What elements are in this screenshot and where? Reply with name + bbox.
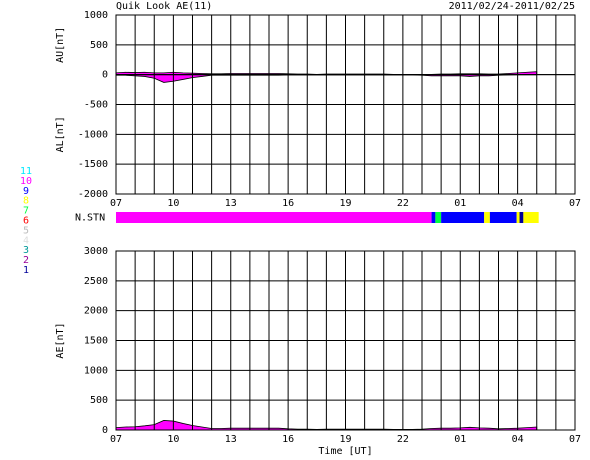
legend-entry: 6 [23, 216, 29, 227]
legend-entry: 8 [23, 196, 29, 207]
legend-entry: 3 [23, 245, 29, 256]
legend-entry: 9 [23, 186, 29, 197]
station-segment [116, 212, 432, 223]
plot-frame [115, 14, 576, 195]
y-axis-label: AU[nT] [55, 27, 66, 63]
data-area [115, 420, 538, 431]
plot-frame [115, 250, 576, 431]
station-segment [489, 212, 517, 223]
y-tick-label: 500 [90, 40, 108, 51]
y-tick-label: -2000 [78, 189, 108, 200]
x-tick-label: 07 [110, 198, 122, 209]
station-segment [441, 212, 485, 223]
station-segment [431, 212, 436, 223]
station-segment [484, 212, 490, 223]
station-segment [435, 212, 442, 223]
x-tick-label: 22 [397, 434, 409, 445]
legend-entry: 5 [23, 225, 29, 236]
y-tick-label: 0 [102, 425, 108, 436]
strip-label: N.STN [75, 213, 105, 224]
chart-subtitle: 2011/02/24-2011/02/25 [449, 1, 575, 12]
x-tick-label: 16 [282, 198, 294, 209]
x-tick-label: 22 [397, 198, 409, 209]
x-tick-label: 13 [225, 434, 237, 445]
x-tick-label: 01 [454, 198, 466, 209]
x-tick-label: 10 [167, 198, 179, 209]
y-tick-label: 1000 [84, 365, 108, 376]
station-segment [523, 212, 539, 223]
legend-entry: 10 [20, 176, 32, 187]
legend-entry: 7 [23, 206, 29, 217]
x-tick-label: 07 [569, 434, 581, 445]
legend-entry: 2 [23, 255, 29, 266]
y-tick-label: -1000 [78, 129, 108, 140]
x-tick-label: 16 [282, 434, 294, 445]
x-tick-label: 07 [110, 434, 122, 445]
y-tick-label: 2500 [84, 276, 108, 287]
y-tick-label: -500 [84, 100, 108, 111]
x-tick-label: 04 [512, 198, 524, 209]
station-segment [519, 212, 524, 223]
legend-entry: 4 [23, 235, 29, 246]
x-tick-label: 04 [512, 434, 524, 445]
y-axis-label: AL[nT] [55, 116, 66, 152]
x-tick-label: 07 [569, 198, 581, 209]
x-axis-label: Time [UT] [318, 446, 372, 457]
data-area [115, 71, 538, 76]
y-axis-label: AE[nT] [55, 322, 66, 358]
station-segment [516, 212, 520, 223]
y-tick-label: 2000 [84, 306, 108, 317]
x-tick-label: 19 [339, 198, 351, 209]
x-tick-label: 13 [225, 198, 237, 209]
y-tick-label: -1500 [78, 159, 108, 170]
y-tick-label: 0 [102, 70, 108, 81]
x-tick-label: 01 [454, 434, 466, 445]
y-tick-label: 1000 [84, 10, 108, 21]
x-tick-label: 19 [339, 434, 351, 445]
y-tick-label: 1500 [84, 336, 108, 347]
y-tick-label: 3000 [84, 246, 108, 257]
legend-entry: 11 [20, 166, 32, 177]
x-tick-label: 10 [167, 434, 179, 445]
legend-entry: 1 [23, 265, 29, 276]
y-tick-label: 500 [90, 395, 108, 406]
chart-title: Quik Look AE(11) [116, 1, 212, 12]
